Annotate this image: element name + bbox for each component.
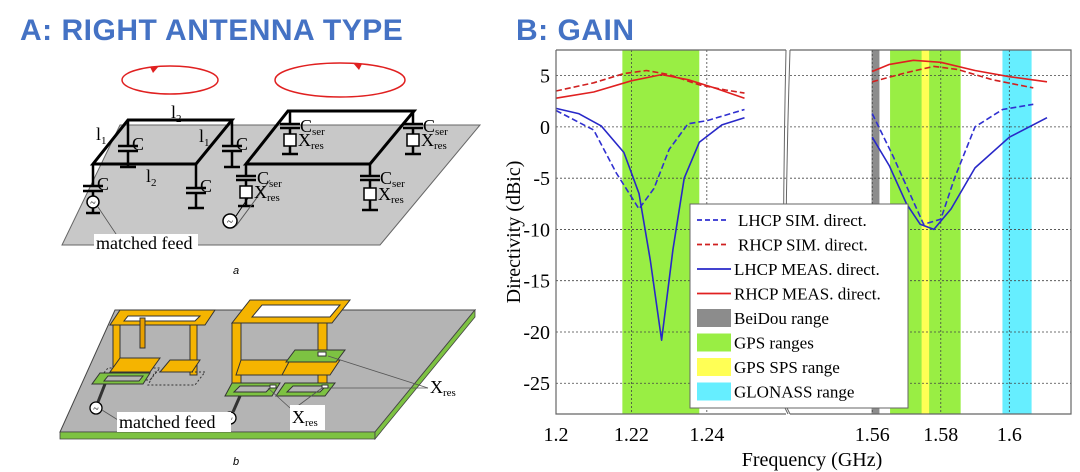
legend-label: GLONASS range: [734, 383, 854, 402]
svg-text:~: ~: [90, 198, 96, 209]
label-xres: Xres: [254, 182, 280, 204]
capacitor-group: [83, 120, 242, 210]
x-tick-label: 1.56: [855, 424, 890, 446]
panel-b-heading: B: GAIN: [516, 14, 635, 47]
label-l2-bottom: l2: [146, 166, 157, 189]
label-c: C: [236, 134, 248, 154]
y-axis-label: Directivity (dBic): [503, 161, 525, 304]
series-line-lhcp-meas-direct: [555, 107, 745, 342]
series-line-rhcp-meas-direct: [871, 59, 1048, 83]
x-tick-label: 1.22: [614, 424, 649, 446]
label-xres: Xres: [292, 407, 318, 429]
label-c: C: [132, 134, 144, 154]
legend-label: GPS ranges: [734, 334, 814, 353]
label-cser: Cser: [423, 116, 448, 138]
label-l1-mid: l1: [199, 126, 210, 149]
legend-swatch: [697, 309, 731, 327]
x-tick-label: 1.58: [923, 424, 958, 446]
legend-label: BeiDou range: [734, 309, 829, 328]
y-tick-label: -25: [523, 373, 550, 395]
legend-label: GPS SPS range: [734, 358, 840, 377]
rotation-arrow-right-icon: [274, 62, 406, 98]
legend-item: GPS SPS range: [697, 358, 840, 377]
x-axis-label: Frequency (GHz): [742, 449, 883, 471]
legend-label: LHCP MEAS. direct.: [734, 260, 880, 279]
axis-frame-left: [555, 49, 786, 415]
series-line-rhcp-sim-direct: [555, 69, 745, 94]
legend-label: LHCP SIM. direct.: [738, 211, 867, 230]
legend-swatch: [697, 333, 731, 352]
band-gps-sps-range: [921, 50, 930, 414]
label-xres: Xres: [421, 130, 447, 152]
legend-item: BeiDou range: [697, 309, 829, 328]
legend-item: RHCP SIM. direct.: [697, 236, 868, 255]
label-c: C: [200, 176, 212, 196]
ac-source-icon: ~: [86, 195, 100, 215]
band-glonass-range: [1002, 50, 1032, 414]
y-tick-label: -10: [523, 219, 550, 241]
series-line-lhcp-sim-direct: [871, 103, 1034, 226]
legend-label: RHCP SIM. direct.: [738, 236, 868, 255]
series-line-rhcp-meas-direct: [555, 73, 745, 99]
svg-text:~: ~: [93, 404, 99, 415]
label-l1-left: l1: [96, 124, 107, 147]
legend-item: RHCP MEAS. direct.: [697, 285, 881, 304]
label-xres: Xres: [430, 377, 456, 399]
label-cser: Cser: [300, 116, 325, 138]
ac-source-icon: ~: [89, 383, 107, 415]
label-xres: Xres: [298, 130, 324, 152]
x-tick-label: 1.24: [689, 424, 724, 446]
band-gps-ranges: [622, 50, 700, 414]
label-cser: Cser: [257, 168, 282, 190]
x-tick-label: 1.6: [997, 424, 1022, 446]
label-c: C: [97, 174, 109, 194]
svg-text:~: ~: [227, 216, 233, 228]
label-cser: Cser: [380, 168, 405, 190]
legend-item: GPS ranges: [697, 333, 814, 353]
y-tick-label: -15: [523, 271, 550, 293]
legend-swatch: [697, 358, 731, 376]
matched-feed-label: matched feed: [96, 233, 192, 253]
left-antenna-structure: [91, 309, 216, 386]
matched-feed-label: matched feed: [119, 412, 215, 432]
circuit-diagram-a: ~ ~ l2 l1 l1 l2 C C C C Cser Cser Xres X…: [61, 62, 482, 277]
rotation-arrow-left-icon: [121, 65, 219, 95]
ac-source-icon: ~: [222, 179, 271, 229]
legend-swatch: [697, 382, 731, 401]
legend-item: LHCP SIM. direct.: [697, 211, 867, 230]
legend-item: GLONASS range: [697, 382, 854, 402]
axis-frame-right: [790, 49, 1072, 415]
figure-label-a: a: [233, 265, 239, 277]
y-tick-label: -5: [533, 168, 550, 190]
right-antenna-structure: [224, 299, 352, 397]
legend-item: LHCP MEAS. direct.: [697, 260, 880, 279]
series-line-lhcp-sim-direct: [555, 108, 745, 210]
legend-label: RHCP MEAS. direct.: [734, 285, 881, 304]
series-line-lhcp-meas-direct: [871, 116, 1048, 231]
x-tick-label: 1.2: [544, 424, 569, 446]
panel-a-heading: A: RIGHT ANTENNA TYPE: [20, 14, 404, 47]
y-tick-label: 5: [540, 66, 550, 88]
structure-diagram-b: ~ ~ matched feed Xres Xres b: [59, 299, 477, 468]
board-edge-side: [374, 308, 476, 441]
series-line-rhcp-sim-direct: [871, 65, 1034, 89]
cser-xres-group: [236, 111, 423, 212]
legend: LHCP SIM. direct. RHCP SIM. direct. LHCP M…: [689, 203, 909, 409]
y-tick-label: -20: [523, 322, 550, 344]
ground-plane: [61, 124, 482, 246]
y-tick-label: 0: [540, 117, 550, 139]
figure-label-b: b: [233, 456, 239, 468]
label-l2-top: l2: [171, 102, 182, 125]
label-xres: Xres: [378, 184, 404, 206]
